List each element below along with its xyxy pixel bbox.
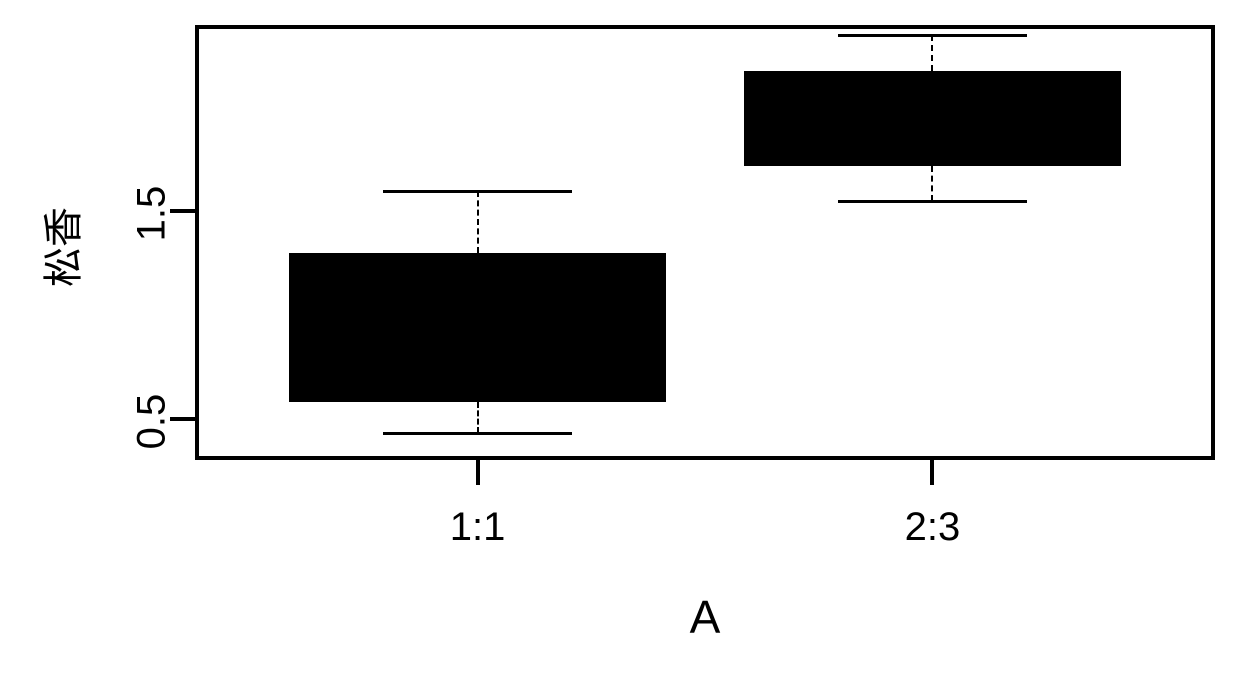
- box: [289, 253, 666, 402]
- boxplot-chart: 松香 A 0.5 1.5 1:1 2:3: [0, 0, 1240, 688]
- upper-whisker: [477, 191, 479, 253]
- x-tick: [476, 460, 480, 485]
- x-tick: [930, 460, 934, 485]
- x-tick-label: 1:1: [418, 505, 538, 550]
- lower-whisker: [477, 402, 479, 433]
- y-axis-label: 松香: [31, 187, 89, 307]
- x-tick-label: 2:3: [872, 505, 992, 550]
- upper-whisker-cap: [838, 34, 1027, 37]
- upper-whisker: [931, 35, 933, 70]
- upper-whisker-cap: [383, 190, 572, 193]
- lower-whisker-cap: [383, 432, 572, 435]
- lower-whisker: [931, 166, 933, 201]
- y-tick-label: 0.5: [130, 386, 175, 456]
- box: [744, 71, 1121, 166]
- y-tick-label: 1.5: [130, 179, 175, 249]
- x-axis-label: A: [645, 590, 765, 644]
- lower-whisker-cap: [838, 200, 1027, 203]
